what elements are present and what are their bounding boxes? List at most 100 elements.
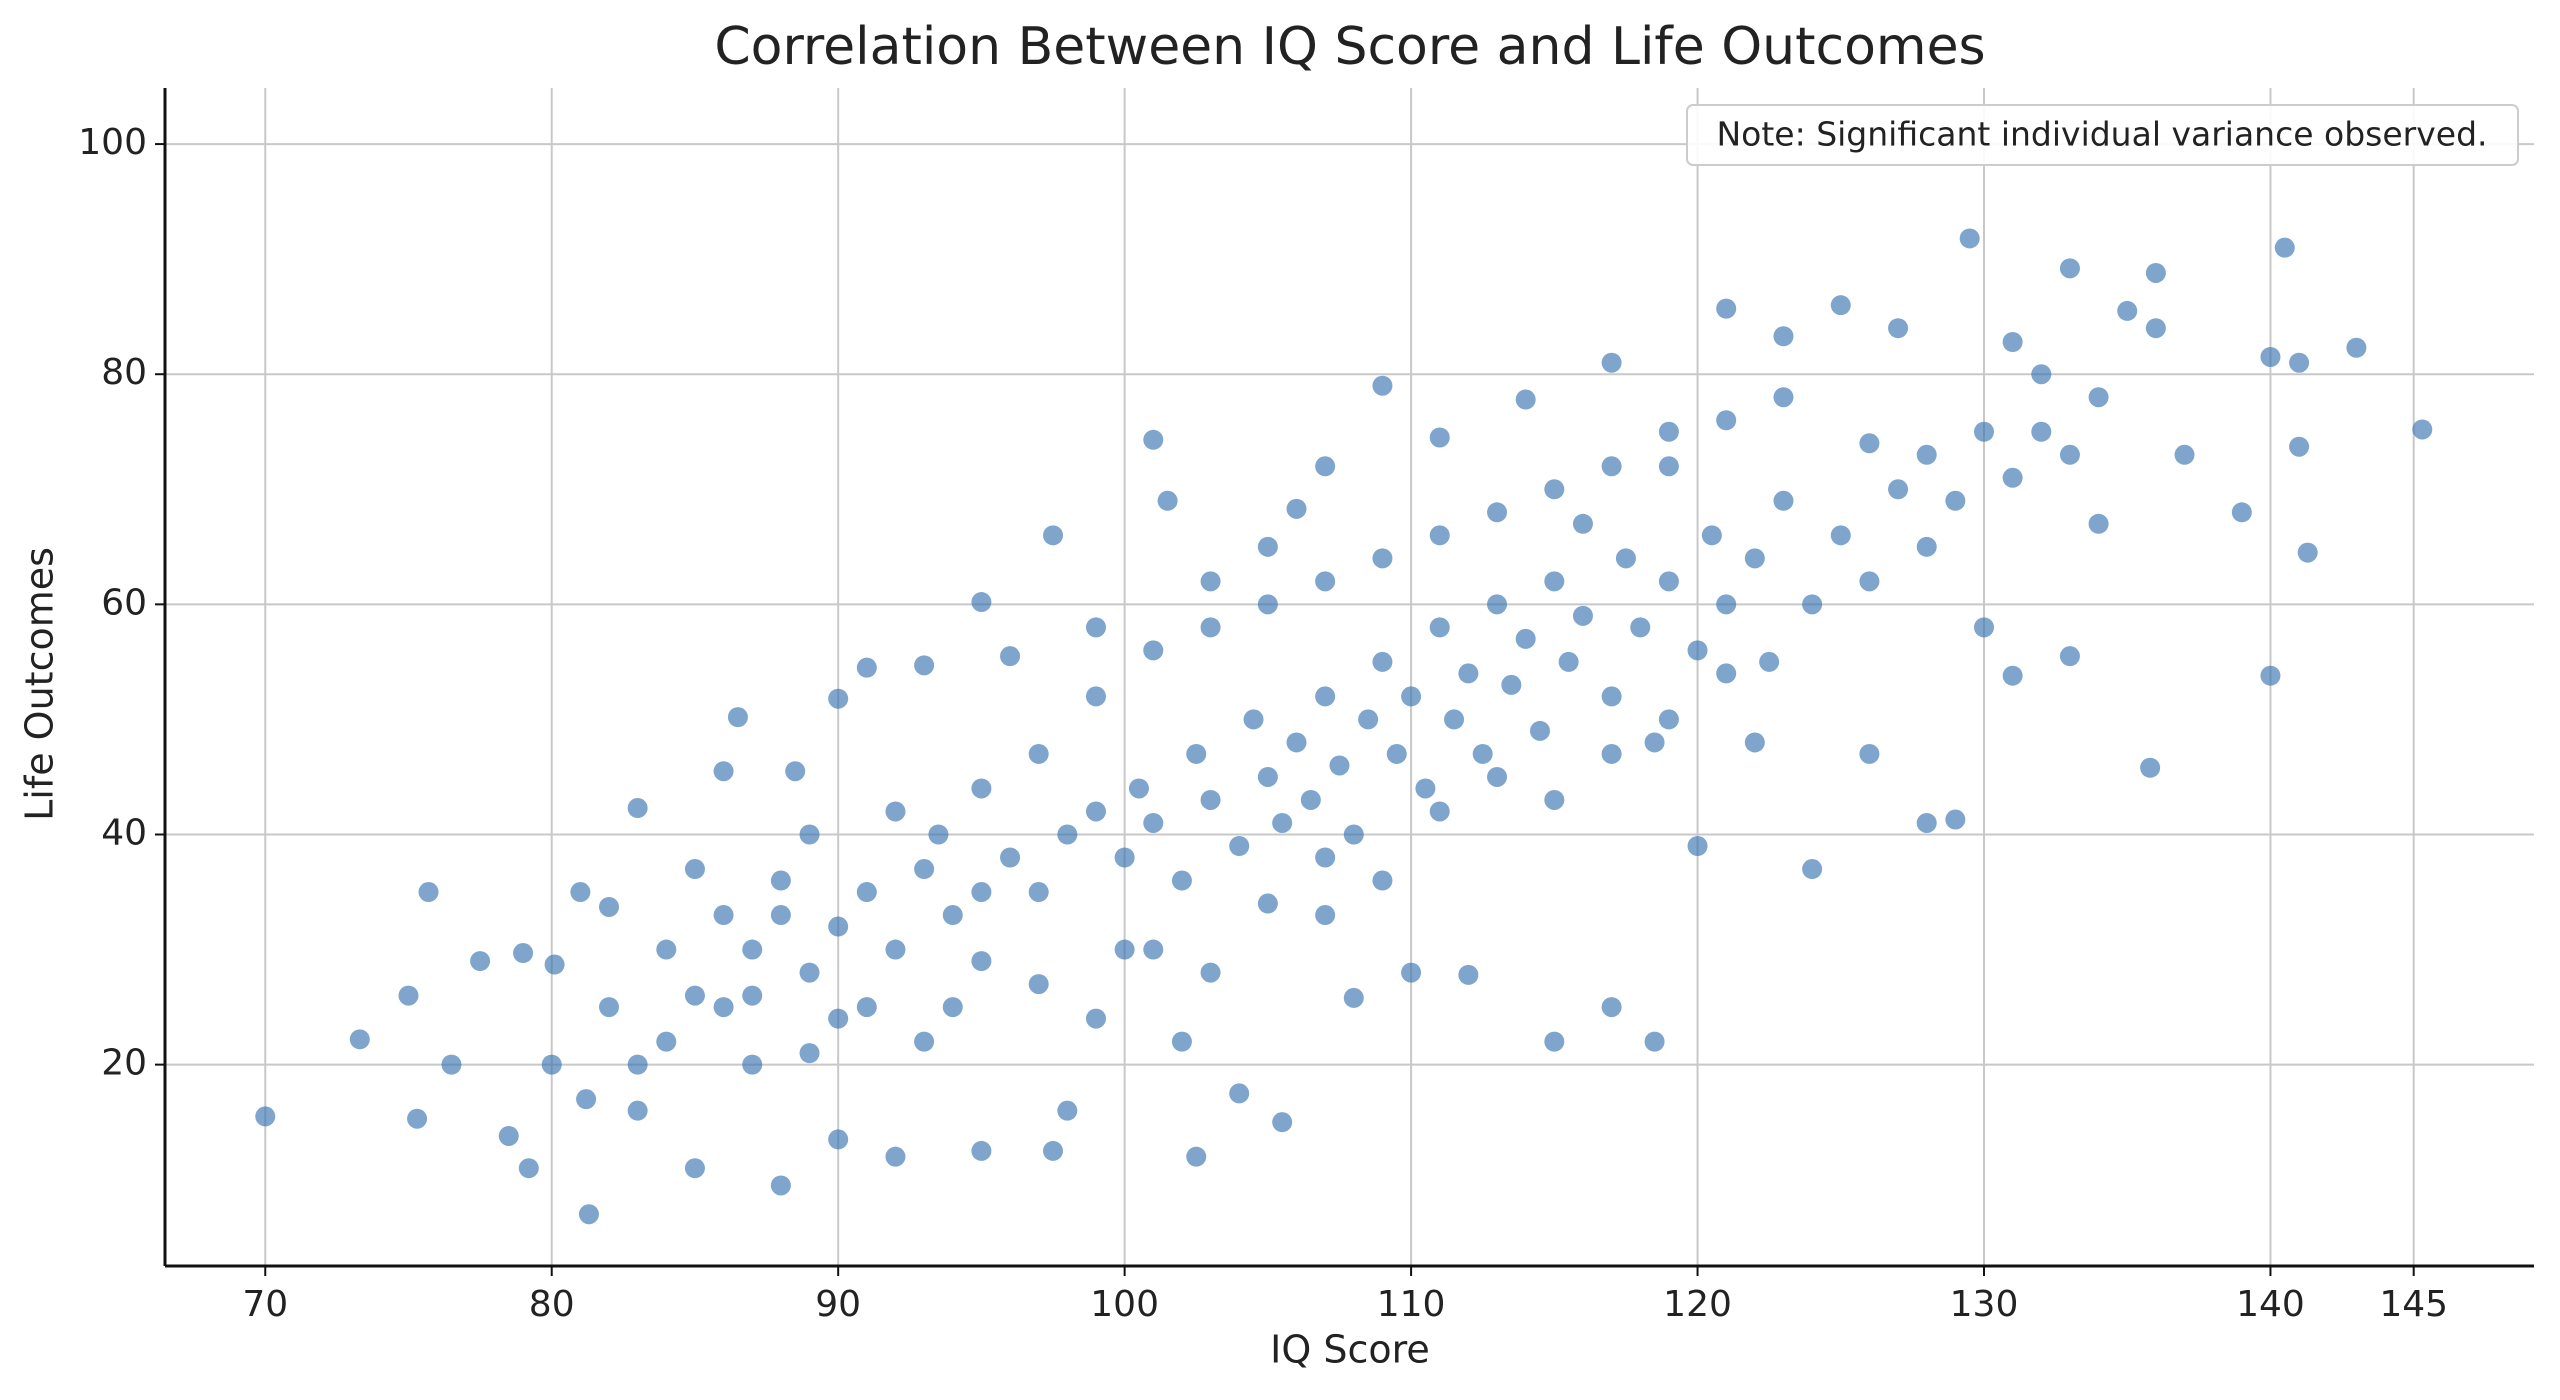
point	[1859, 433, 1880, 454]
point	[1572, 605, 1593, 626]
point	[1057, 824, 1078, 845]
point	[770, 905, 791, 926]
point	[1315, 686, 1336, 707]
point	[1501, 674, 1522, 695]
point	[770, 870, 791, 891]
point	[1429, 525, 1450, 546]
point	[1487, 766, 1508, 787]
point	[1372, 870, 1393, 891]
point	[799, 962, 820, 983]
point	[656, 939, 677, 960]
point	[1859, 571, 1880, 592]
x-axis-label: IQ Score	[1270, 1328, 1430, 1372]
point	[2289, 352, 2310, 373]
point	[1114, 847, 1135, 868]
point	[1601, 997, 1622, 1018]
point	[1658, 456, 1679, 477]
point	[1200, 789, 1221, 810]
point	[1658, 571, 1679, 592]
point	[1186, 743, 1207, 764]
point	[1200, 617, 1221, 638]
point	[1544, 789, 1565, 810]
point	[2145, 262, 2166, 283]
point	[1888, 479, 1909, 500]
point	[255, 1106, 276, 1127]
point	[578, 1204, 599, 1225]
point	[1272, 812, 1293, 833]
point	[2059, 646, 2080, 667]
point	[2059, 444, 2080, 465]
point	[1945, 809, 1966, 830]
point	[1572, 513, 1593, 534]
point	[407, 1108, 428, 1129]
point	[1687, 640, 1708, 661]
point	[498, 1125, 519, 1146]
point	[1558, 651, 1579, 672]
point	[349, 1029, 370, 1050]
point	[1601, 352, 1622, 373]
point	[1028, 743, 1049, 764]
point	[1429, 617, 1450, 638]
point	[828, 688, 849, 709]
point	[914, 1031, 935, 1052]
point	[1300, 789, 1321, 810]
point	[1243, 709, 1264, 730]
point	[799, 824, 820, 845]
annotation: Note: Significant individual variance ob…	[1716, 115, 2487, 154]
x-tick-label: 80	[529, 1284, 575, 1325]
point	[1888, 318, 1909, 339]
point	[1615, 548, 1636, 569]
point	[1544, 479, 1565, 500]
point	[1143, 939, 1164, 960]
point	[1658, 421, 1679, 442]
point	[1272, 1112, 1293, 1133]
y-tick-label: 20	[101, 1043, 147, 1084]
point	[1415, 778, 1436, 799]
point	[828, 1129, 849, 1150]
point	[470, 951, 491, 972]
point	[2346, 337, 2367, 358]
point	[1974, 421, 1995, 442]
point	[1200, 962, 1221, 983]
point	[942, 905, 963, 926]
annotation-box	[1686, 104, 2519, 166]
point	[1716, 663, 1737, 684]
point	[684, 985, 705, 1006]
point	[885, 939, 906, 960]
point	[971, 778, 992, 799]
point	[1802, 594, 1823, 615]
point	[2031, 364, 2052, 385]
point	[1171, 1031, 1192, 1052]
point	[1114, 939, 1135, 960]
point	[856, 657, 877, 678]
point	[2174, 444, 2195, 465]
point	[971, 592, 992, 613]
point	[1716, 594, 1737, 615]
point	[1759, 651, 1780, 672]
point	[1487, 594, 1508, 615]
point	[1028, 974, 1049, 995]
point	[627, 1054, 648, 1075]
point	[570, 882, 591, 903]
point	[856, 882, 877, 903]
x-tick-label: 90	[815, 1284, 861, 1325]
point	[1959, 228, 1980, 249]
point	[2145, 318, 2166, 339]
point	[441, 1054, 462, 1075]
point	[713, 905, 734, 926]
point	[1043, 525, 1064, 546]
point	[627, 798, 648, 819]
x-tick-label: 70	[242, 1284, 288, 1325]
point	[1716, 298, 1737, 319]
point	[398, 985, 419, 1006]
point	[1085, 617, 1106, 638]
point	[1916, 812, 1937, 833]
point	[2088, 387, 2109, 408]
point	[1085, 801, 1106, 822]
point	[1974, 617, 1995, 638]
point	[576, 1089, 597, 1110]
x-tick-label: 110	[1377, 1284, 1446, 1325]
x-tick-label: 140	[2236, 1284, 2305, 1325]
point	[1143, 429, 1164, 450]
